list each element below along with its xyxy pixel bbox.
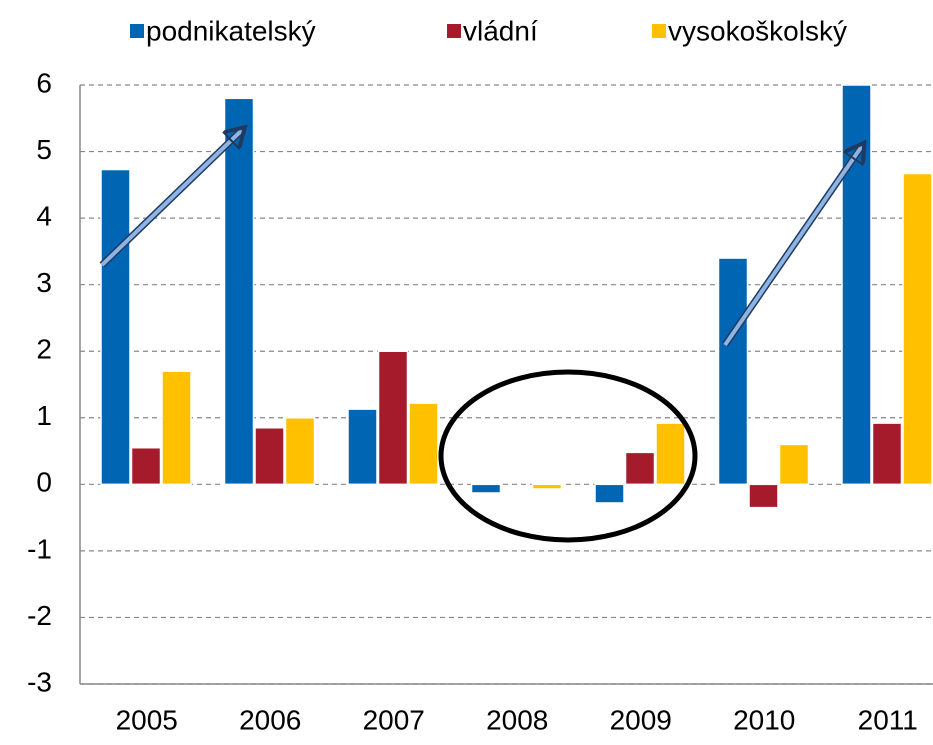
legend-swatch bbox=[447, 24, 461, 38]
bar bbox=[470, 483, 502, 494]
y-tick-label: 6 bbox=[36, 67, 52, 98]
y-tick-label: -3 bbox=[27, 666, 52, 697]
bar bbox=[130, 446, 162, 486]
arrow bbox=[723, 146, 862, 347]
bar bbox=[377, 350, 409, 486]
x-tick-label: 2007 bbox=[363, 704, 425, 735]
bar bbox=[531, 483, 563, 490]
y-tick-label: 1 bbox=[36, 400, 52, 431]
legend-label: podnikatelský bbox=[146, 15, 316, 46]
legend-label: vládní bbox=[463, 15, 538, 46]
bar bbox=[408, 402, 439, 486]
x-tick-label: 2006 bbox=[239, 704, 301, 735]
bar bbox=[347, 408, 378, 486]
bar bbox=[624, 451, 656, 486]
bar bbox=[655, 422, 686, 486]
annotations bbox=[99, 130, 862, 543]
legend-swatch bbox=[652, 24, 666, 38]
x-tick-label: 2010 bbox=[733, 704, 795, 735]
y-tick-label: 0 bbox=[36, 467, 52, 498]
bar bbox=[778, 443, 810, 486]
legend-swatch bbox=[130, 24, 144, 38]
y-tick-label: -1 bbox=[27, 533, 52, 564]
bar bbox=[717, 257, 749, 486]
bar bbox=[748, 483, 779, 509]
plot-area: -3 -2 -1 0 1 2 3 4 5 6 2005 2006 2007 2008 2009 2010 201… bbox=[27, 67, 933, 735]
bar bbox=[902, 172, 933, 486]
arrow bbox=[100, 130, 242, 267]
bar bbox=[100, 168, 131, 486]
y-tick-label: 3 bbox=[36, 267, 52, 298]
x-tick-label: 2009 bbox=[610, 704, 672, 735]
bar bbox=[254, 427, 285, 486]
y-tick-label: 5 bbox=[36, 134, 52, 165]
x-tick-label: 2011 bbox=[858, 704, 918, 735]
bar bbox=[594, 483, 625, 504]
y-tick-label: -2 bbox=[27, 600, 52, 631]
bar bbox=[161, 370, 192, 486]
bar bbox=[223, 97, 255, 486]
bar bbox=[841, 84, 872, 486]
bar bbox=[284, 417, 316, 486]
x-tick-label: 2005 bbox=[116, 704, 178, 735]
highlight-ellipse bbox=[438, 369, 698, 543]
y-tick-label: 2 bbox=[36, 334, 52, 365]
legend-label: vysokoškolský bbox=[668, 15, 847, 46]
y-tick-label: 4 bbox=[36, 201, 52, 232]
x-tick-label: 2008 bbox=[486, 704, 548, 735]
bar bbox=[871, 422, 903, 486]
